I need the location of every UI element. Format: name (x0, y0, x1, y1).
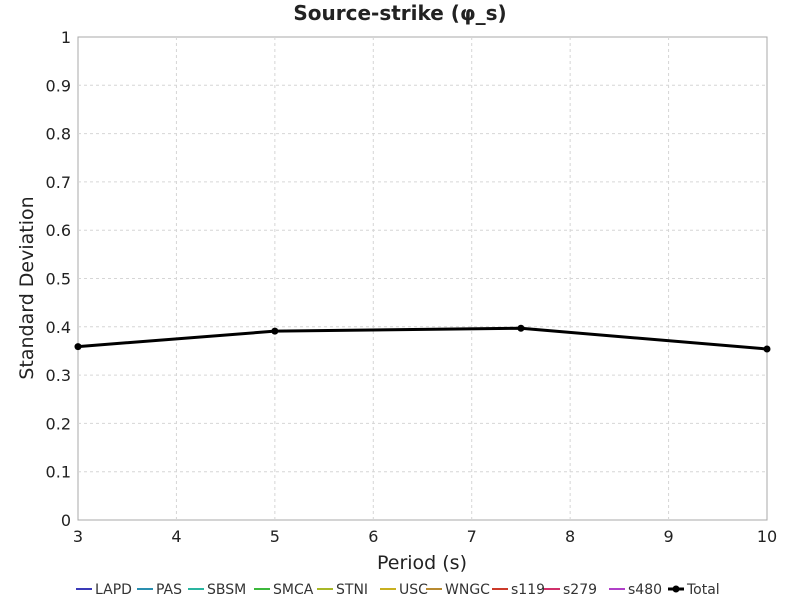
y-tick-label: 0.9 (46, 76, 71, 95)
series-line-total (77, 326, 768, 351)
legend-label: Total (686, 582, 720, 598)
legend-label: USC (399, 582, 428, 598)
legend-label: s119 (511, 582, 545, 598)
x-axis-label: Period (s) (377, 552, 467, 574)
data-point (74, 343, 82, 351)
legend-item-lapd: LAPD (76, 582, 132, 598)
chart-title: Source-strike (φ_s) (293, 1, 506, 25)
y-tick-label: 0.1 (46, 463, 71, 482)
x-tick-label: 7 (467, 527, 477, 546)
legend-item-smca: SMCA (254, 582, 314, 598)
legend-item-sbsm: SBSM (188, 582, 246, 598)
legend-label: WNGC (445, 582, 490, 598)
y-tick-label: 0.6 (46, 221, 71, 240)
y-tick-label: 0.4 (46, 318, 71, 337)
y-tick-label: 0 (61, 511, 71, 530)
x-tick-label: 5 (270, 527, 280, 546)
data-point (517, 324, 525, 332)
y-axis-label: Standard Deviation (16, 196, 38, 379)
x-tick-label: 3 (73, 527, 83, 546)
legend-item-usc: USC (380, 582, 428, 598)
data-point (763, 345, 771, 353)
x-tick-labels: 3 4 5 6 7 8 9 10 (73, 527, 777, 546)
x-tick-label: 9 (663, 527, 673, 546)
series-lines (74, 324, 771, 353)
legend-label: STNI (336, 582, 368, 598)
legend: LAPD PAS SBSM SMCA STNI USC WNGC s119 s279 s480 To… (76, 582, 720, 598)
legend-item-stni: STNI (317, 582, 368, 598)
y-tick-label: 0.2 (46, 414, 71, 433)
y-tick-label: 0.8 (46, 125, 71, 144)
legend-item-s480: s480 (609, 582, 662, 598)
x-tick-label: 10 (757, 527, 777, 546)
y-tick-label: 0.3 (46, 366, 71, 385)
legend-label: SMCA (273, 582, 314, 598)
x-tick-label: 8 (565, 527, 575, 546)
y-tick-labels: 0 0.1 0.2 0.3 0.4 0.5 0.6 0.7 0.8 0.9 1 (46, 28, 71, 530)
legend-marker (672, 585, 680, 593)
y-tick-label: 0.5 (46, 270, 71, 289)
legend-item-s279: s279 (544, 582, 597, 598)
legend-label: SBSM (207, 582, 246, 598)
legend-label: s279 (563, 582, 597, 598)
legend-item-wngc: WNGC (426, 582, 490, 598)
legend-label: s480 (628, 582, 662, 598)
x-tick-label: 4 (171, 527, 181, 546)
y-tick-label: 1 (61, 28, 71, 47)
legend-item-s119: s119 (492, 582, 545, 598)
gridlines (78, 37, 767, 520)
y-tick-label: 0.7 (46, 173, 71, 192)
x-tick-label: 6 (368, 527, 378, 546)
legend-item-total: Total (668, 582, 720, 598)
data-point (271, 327, 279, 335)
legend-label: PAS (156, 582, 182, 598)
legend-label: LAPD (95, 582, 132, 598)
legend-item-pas: PAS (137, 582, 182, 598)
